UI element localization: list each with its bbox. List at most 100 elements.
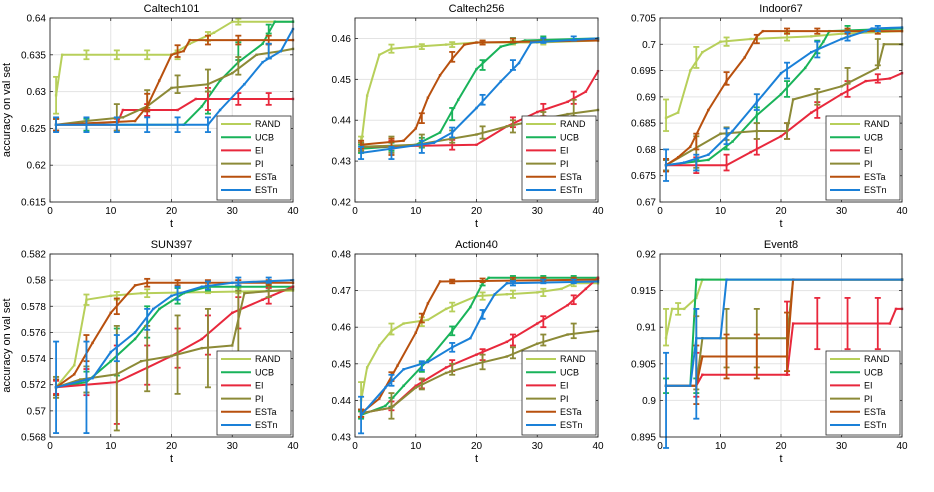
data-point bbox=[701, 355, 704, 358]
x-tick-label: 10 bbox=[105, 206, 117, 217]
error-bar bbox=[388, 322, 395, 336]
series-line bbox=[56, 285, 294, 389]
data-point bbox=[689, 384, 692, 387]
legend-label-ei: EI bbox=[864, 146, 873, 156]
data-point bbox=[182, 292, 185, 295]
y-tick-label: 0.635 bbox=[21, 50, 46, 61]
data-point bbox=[261, 60, 264, 64]
error-bar bbox=[814, 40, 821, 59]
legend-label-esta: ESTa bbox=[560, 407, 582, 417]
chart-title: Caltech101 bbox=[144, 3, 200, 15]
error-bar bbox=[53, 75, 60, 115]
y-tick-label: 0.46 bbox=[332, 34, 352, 45]
error-bar bbox=[449, 107, 456, 122]
error-bar bbox=[144, 307, 151, 331]
legend-label-rand: RAND bbox=[560, 354, 586, 364]
y-tick-label: 0.9 bbox=[642, 396, 656, 407]
data-point bbox=[683, 161, 686, 164]
error-bar bbox=[753, 33, 760, 45]
data-point bbox=[689, 145, 692, 148]
legend-label-ei: EI bbox=[864, 381, 873, 391]
data-point bbox=[493, 293, 496, 296]
x-tick-label: 10 bbox=[715, 206, 727, 217]
legend-label-esta: ESTa bbox=[864, 407, 886, 417]
data-point bbox=[243, 83, 246, 86]
error-bar bbox=[113, 49, 120, 61]
x-tick-label: 0 bbox=[657, 441, 663, 452]
data-point bbox=[689, 69, 692, 72]
error-bar bbox=[479, 39, 486, 46]
data-point bbox=[731, 140, 734, 143]
error-bar bbox=[540, 278, 547, 285]
data-point bbox=[701, 373, 704, 376]
data-point bbox=[457, 98, 460, 101]
legend-label-estn: ESTn bbox=[255, 420, 278, 430]
x-tick-label: 0 bbox=[47, 441, 53, 452]
data-point bbox=[152, 307, 155, 311]
error-bar bbox=[204, 307, 211, 389]
data-point bbox=[255, 53, 258, 56]
data-point bbox=[566, 112, 569, 116]
chart-indoor67: 0 10 20 30 400.670.6750.680.6850.690.6950.70… bbox=[631, 3, 908, 230]
error-bar bbox=[144, 116, 151, 133]
legend-label-rand: RAND bbox=[864, 119, 890, 129]
data-point bbox=[725, 278, 728, 281]
legend: RAND UCB EI PI ESTa ESTn bbox=[216, 115, 292, 201]
x-tick-label: 30 bbox=[532, 206, 544, 217]
y-tick-label: 0.578 bbox=[21, 302, 46, 313]
series-line bbox=[56, 20, 293, 126]
data-point bbox=[870, 27, 873, 30]
y-tick-label: 0.43 bbox=[332, 157, 352, 168]
y-tick-label: 0.92 bbox=[637, 250, 657, 261]
data-point bbox=[194, 97, 197, 101]
legend: RAND UCB EI PI ESTa ESTn bbox=[521, 350, 597, 436]
data-point bbox=[804, 66, 807, 70]
data-point bbox=[475, 106, 478, 110]
error-bar bbox=[204, 116, 211, 133]
error-bar bbox=[83, 49, 90, 61]
error-bar bbox=[874, 38, 881, 67]
data-point bbox=[200, 105, 204, 108]
x-tick-label: 10 bbox=[410, 441, 422, 452]
legend-box bbox=[825, 350, 901, 436]
error-bar bbox=[388, 392, 395, 420]
data-point bbox=[864, 79, 867, 83]
x-axis-label: t bbox=[170, 453, 173, 465]
y-tick-label: 0.582 bbox=[21, 250, 46, 261]
error-bar bbox=[113, 297, 120, 316]
error-bar bbox=[53, 340, 60, 434]
error-bar bbox=[663, 307, 670, 347]
series-line bbox=[56, 39, 293, 126]
data-point bbox=[584, 287, 588, 290]
x-tick-label: 40 bbox=[287, 441, 299, 452]
legend-label-pi: PI bbox=[255, 159, 264, 169]
legend-label-pi: PI bbox=[864, 394, 873, 404]
series-line bbox=[55, 289, 294, 388]
data-point bbox=[109, 350, 112, 354]
data-point bbox=[475, 133, 478, 136]
y-tick-label: 0.69 bbox=[637, 92, 657, 103]
legend-label-estn: ESTn bbox=[864, 420, 887, 430]
error-bar bbox=[723, 36, 730, 47]
data-point bbox=[444, 366, 448, 369]
legend: RAND UCB EI PI ESTa ESTn bbox=[825, 115, 901, 201]
error-bar bbox=[844, 31, 851, 42]
legend: RAND UCB EI PI ESTa ESTn bbox=[521, 115, 597, 201]
data-point bbox=[384, 404, 387, 408]
error-bar bbox=[874, 73, 881, 84]
y-tick-label: 0.57 bbox=[27, 406, 47, 417]
error-bar bbox=[449, 41, 456, 48]
x-axis-label: t bbox=[779, 453, 782, 465]
legend-label-estn: ESTn bbox=[864, 185, 887, 195]
data-point bbox=[810, 35, 813, 38]
error-bar bbox=[113, 116, 120, 133]
data-point bbox=[463, 43, 466, 46]
data-point bbox=[566, 333, 569, 336]
x-axis-label: t bbox=[475, 453, 478, 465]
error-bar bbox=[449, 325, 456, 337]
chart-caltech256: 0 10 20 30 40 0.42 0.43 0.44 0.45 0.46 Caltech256 t… bbox=[332, 3, 604, 230]
error-bar bbox=[479, 353, 486, 371]
legend-label-ucb: UCB bbox=[255, 367, 274, 377]
error-bar bbox=[418, 360, 425, 371]
data-point bbox=[426, 96, 430, 99]
